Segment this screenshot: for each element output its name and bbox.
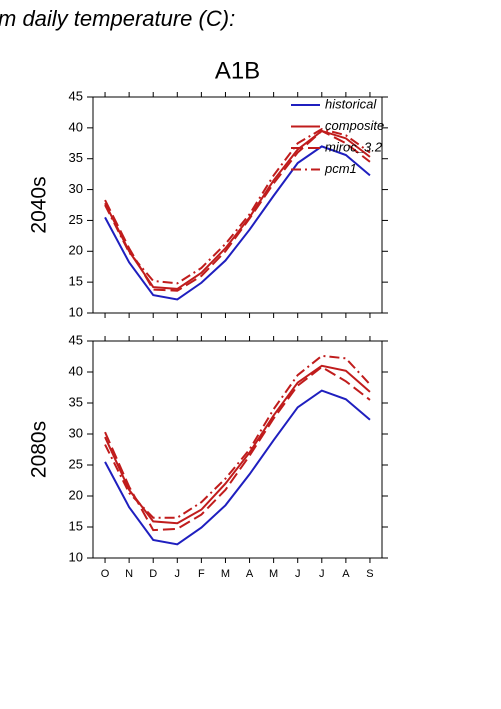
y-tick-label: 20: [69, 243, 83, 258]
series-line: [104, 364, 371, 525]
y-axis-label: 2040s: [28, 176, 51, 233]
x-tick-label: J: [175, 568, 181, 580]
legend-label: miroc_3.2: [325, 139, 383, 154]
y-tick-label: 30: [69, 425, 83, 440]
page-title: m daily temperature (C):: [0, 6, 235, 31]
y-tick-label: 40: [69, 119, 83, 134]
y-tick-label: 30: [69, 181, 83, 196]
y-tick-label: 15: [69, 274, 83, 289]
series-line: [104, 389, 371, 546]
y-tick-label: 40: [69, 363, 83, 378]
series-line: [104, 145, 371, 301]
series-line: [104, 128, 371, 285]
y-tick-label: 15: [69, 518, 83, 533]
x-tick-label: J: [295, 568, 301, 580]
x-tick-label: M: [221, 568, 230, 580]
x-tick-label: A: [342, 568, 350, 580]
x-tick-label: F: [198, 568, 205, 580]
y-tick-label: 35: [69, 394, 83, 409]
series-line: [104, 129, 371, 290]
x-tick-label: S: [366, 568, 373, 580]
x-tick-label: A: [246, 568, 254, 580]
y-tick-label: 25: [69, 456, 83, 471]
x-tick-label: M: [269, 568, 278, 580]
x-tick-label: O: [101, 568, 110, 580]
y-tick-label: 20: [69, 487, 83, 502]
legend-label: pcm1: [324, 161, 357, 176]
plot-frame: [92, 340, 383, 559]
legend-label: historical: [325, 96, 377, 111]
chart-title: A1B: [215, 57, 260, 84]
legend-label: composite: [325, 118, 384, 133]
x-tick-label: D: [149, 568, 157, 580]
x-tick-label: N: [125, 568, 133, 580]
y-tick-label: 25: [69, 212, 83, 227]
plot-frame: [92, 96, 383, 314]
y-tick-label: 10: [69, 304, 83, 319]
y-axis-label: 2080s: [28, 421, 51, 478]
series-line: [104, 354, 371, 519]
x-tick-label: J: [319, 568, 325, 580]
y-tick-label: 45: [69, 332, 83, 347]
y-tick-label: 35: [69, 150, 83, 165]
series-line: [104, 365, 371, 532]
y-tick-label: 10: [69, 549, 83, 564]
y-tick-label: 45: [69, 88, 83, 103]
series-line: [104, 129, 371, 292]
